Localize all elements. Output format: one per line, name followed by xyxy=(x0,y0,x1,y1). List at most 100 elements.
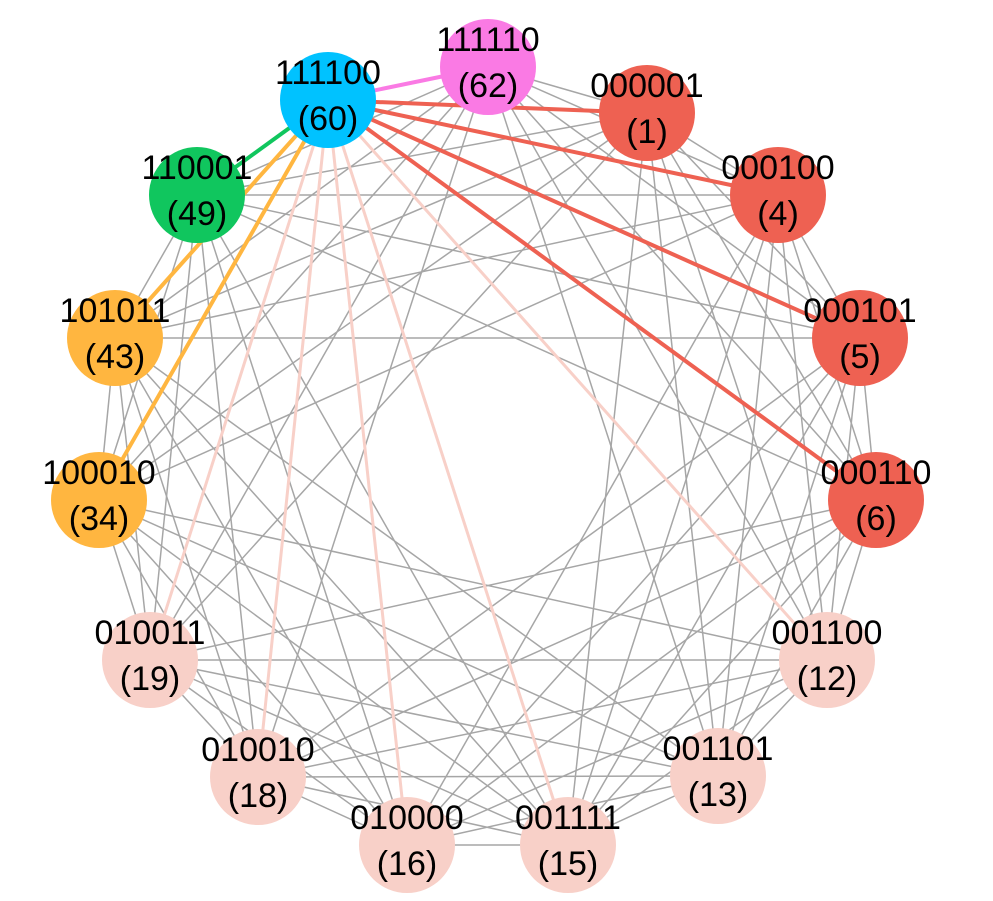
edge-15-34 xyxy=(98,499,569,846)
edge-1-6 xyxy=(646,112,877,501)
node-number-label: (62) xyxy=(458,67,518,105)
node-binary-label: 010011 xyxy=(95,614,206,652)
node-number-label: (13) xyxy=(688,776,748,814)
edge-4-12 xyxy=(777,194,828,661)
node-circle-18 xyxy=(210,729,306,825)
node-circle-1 xyxy=(599,65,695,161)
node-circle-6 xyxy=(828,452,924,548)
node-circle-4 xyxy=(730,147,826,243)
edge-13-18 xyxy=(257,775,719,778)
node-circle-13 xyxy=(670,728,766,824)
edge-4-43 xyxy=(114,194,779,339)
edge-5-15 xyxy=(567,337,861,846)
node-number-label: (18) xyxy=(228,777,288,815)
edge-12-18 xyxy=(257,659,828,778)
edge-1-34 xyxy=(98,112,648,501)
edge-6-15 xyxy=(567,499,877,846)
edge-1-49 xyxy=(196,112,648,196)
node-number-label: (60) xyxy=(298,100,358,138)
gray-edge-layer xyxy=(98,66,877,846)
edge-18-49 xyxy=(196,194,259,778)
node-circle-16 xyxy=(359,797,455,893)
edge-12-34 xyxy=(98,499,828,661)
node-15: 001111 (15) xyxy=(515,797,621,893)
node-number-label: (4) xyxy=(757,195,799,233)
node-binary-label: 001101 xyxy=(663,730,774,768)
node-binary-label: 001100 xyxy=(772,614,883,652)
node-circle-5 xyxy=(812,290,908,386)
node-18: 010010 (18) xyxy=(201,729,315,825)
highlight-edge-60-16 xyxy=(326,99,409,846)
node-number-label: (19) xyxy=(120,660,180,698)
node-circle-49 xyxy=(149,147,245,243)
highlight-edge-60-5 xyxy=(327,98,861,340)
edge-62-34 xyxy=(98,66,489,501)
node-binary-label: 000001 xyxy=(590,67,703,105)
node-circle-60 xyxy=(280,52,376,148)
node-43: 101011 (43) xyxy=(60,290,170,386)
node-number-label: (12) xyxy=(797,660,857,698)
node-number-label: (15) xyxy=(538,845,598,883)
node-number-label: (34) xyxy=(69,500,129,538)
node-binary-label: 111110 xyxy=(436,21,539,59)
edge-5-18 xyxy=(257,337,861,778)
node-12: 001100 (12) xyxy=(772,612,883,708)
edge-13-34 xyxy=(98,499,719,777)
edge-62-12 xyxy=(487,66,828,661)
highlight-edge-60-12 xyxy=(326,99,829,661)
node-binary-label: 010000 xyxy=(350,799,463,837)
edge-4-34 xyxy=(98,194,779,501)
node-number-label: (5) xyxy=(839,338,881,376)
edge-15-49 xyxy=(196,194,569,846)
node-1: 000001 (1) xyxy=(590,65,704,161)
edge-62-13 xyxy=(487,66,719,777)
node-number-label: (16) xyxy=(377,845,437,883)
edge-62-19 xyxy=(149,66,489,661)
edge-6-49 xyxy=(196,194,877,501)
node-62: 111110 (62) xyxy=(436,19,540,115)
node-circle-43 xyxy=(67,290,163,386)
node-60: 111100 (60) xyxy=(275,52,381,148)
node-4: 000100 (4) xyxy=(721,147,835,243)
node-binary-label: 000100 xyxy=(721,149,834,187)
edge-18-43 xyxy=(114,337,259,778)
node-number-label: (49) xyxy=(167,195,227,233)
edge-13-43 xyxy=(114,337,719,777)
node-circle-62 xyxy=(440,19,536,115)
node-6: 000110 (6) xyxy=(821,452,932,548)
edge-16-43 xyxy=(114,337,408,846)
node-binary-label: 100010 xyxy=(42,454,155,492)
edge-1-13 xyxy=(646,112,719,777)
node-binary-label: 111100 xyxy=(275,54,381,92)
node-circle-19 xyxy=(102,612,198,708)
edge-6-16 xyxy=(406,499,877,846)
edge-12-16 xyxy=(406,659,828,846)
highlight-edge-60-34 xyxy=(97,99,330,501)
node-binary-label: 001111 xyxy=(515,799,621,837)
node-19: 010011 (19) xyxy=(95,612,206,708)
edge-19-49 xyxy=(149,194,198,661)
node-circle-15 xyxy=(520,797,616,893)
edge-62-6 xyxy=(487,66,877,501)
node-16: 010000 (16) xyxy=(350,797,464,893)
edge-62-18 xyxy=(257,66,489,778)
node-49: 110001 (49) xyxy=(142,147,252,243)
node-circle-12 xyxy=(779,612,875,708)
edge-15-43 xyxy=(114,337,569,846)
highlight-edge-60-18 xyxy=(256,99,330,778)
edge-16-49 xyxy=(196,194,408,846)
edge-6-18 xyxy=(257,499,877,778)
edge-4-13 xyxy=(717,194,779,777)
highlight-edge-60-15 xyxy=(326,99,570,846)
edge-4-16 xyxy=(406,194,779,846)
highlight-edge-60-19 xyxy=(148,99,330,661)
node-13: 001101 (13) xyxy=(663,728,774,824)
edge-13-19 xyxy=(149,659,719,777)
edge-16-34 xyxy=(98,499,408,846)
edge-15-19 xyxy=(149,659,569,846)
node-binary-label: 000110 xyxy=(821,454,932,492)
edge-6-19 xyxy=(149,499,877,661)
node-number-label: (43) xyxy=(85,338,145,376)
